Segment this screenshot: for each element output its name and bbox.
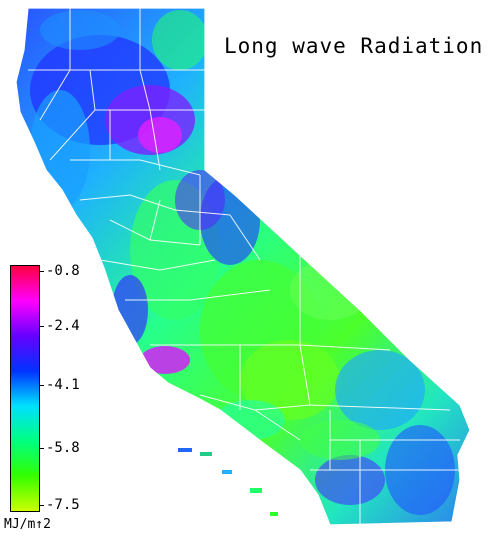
legend-tick-mark — [39, 326, 44, 327]
map-title: Long wave Radiation — [224, 34, 484, 58]
legend-units: MJ/m↑2 — [4, 517, 51, 532]
legend-colorbar — [10, 265, 40, 512]
legend-tick-label: -4.1 — [46, 377, 80, 393]
legend-tick-mark — [39, 505, 44, 506]
county-boundaries — [28, 8, 460, 525]
channel-islands — [178, 448, 278, 516]
legend-tick-label: -2.4 — [46, 318, 80, 334]
legend-tick-label: -5.8 — [46, 440, 80, 456]
legend-tick-mark — [39, 448, 44, 449]
legend-tick-label: -0.8 — [46, 263, 80, 279]
legend-tick-label: -7.5 — [46, 497, 80, 513]
legend-tick-mark — [39, 385, 44, 386]
legend-tick-mark — [39, 271, 44, 272]
